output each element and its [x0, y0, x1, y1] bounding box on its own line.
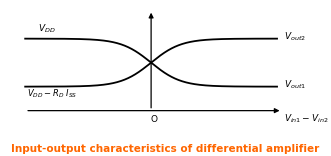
Text: $V_{DD}-R_D\ I_{SS}$: $V_{DD}-R_D\ I_{SS}$	[27, 88, 77, 100]
Text: $V_{DD}$: $V_{DD}$	[38, 22, 56, 35]
Text: Input-output characteristics of differential amplifier: Input-output characteristics of differen…	[11, 144, 320, 154]
Text: $V_{in1}-V_{in2}$: $V_{in1}-V_{in2}$	[284, 112, 329, 125]
Text: $V_{out2}$: $V_{out2}$	[284, 30, 306, 43]
Text: O: O	[151, 115, 158, 124]
Text: $V_{out1}$: $V_{out1}$	[284, 78, 306, 91]
